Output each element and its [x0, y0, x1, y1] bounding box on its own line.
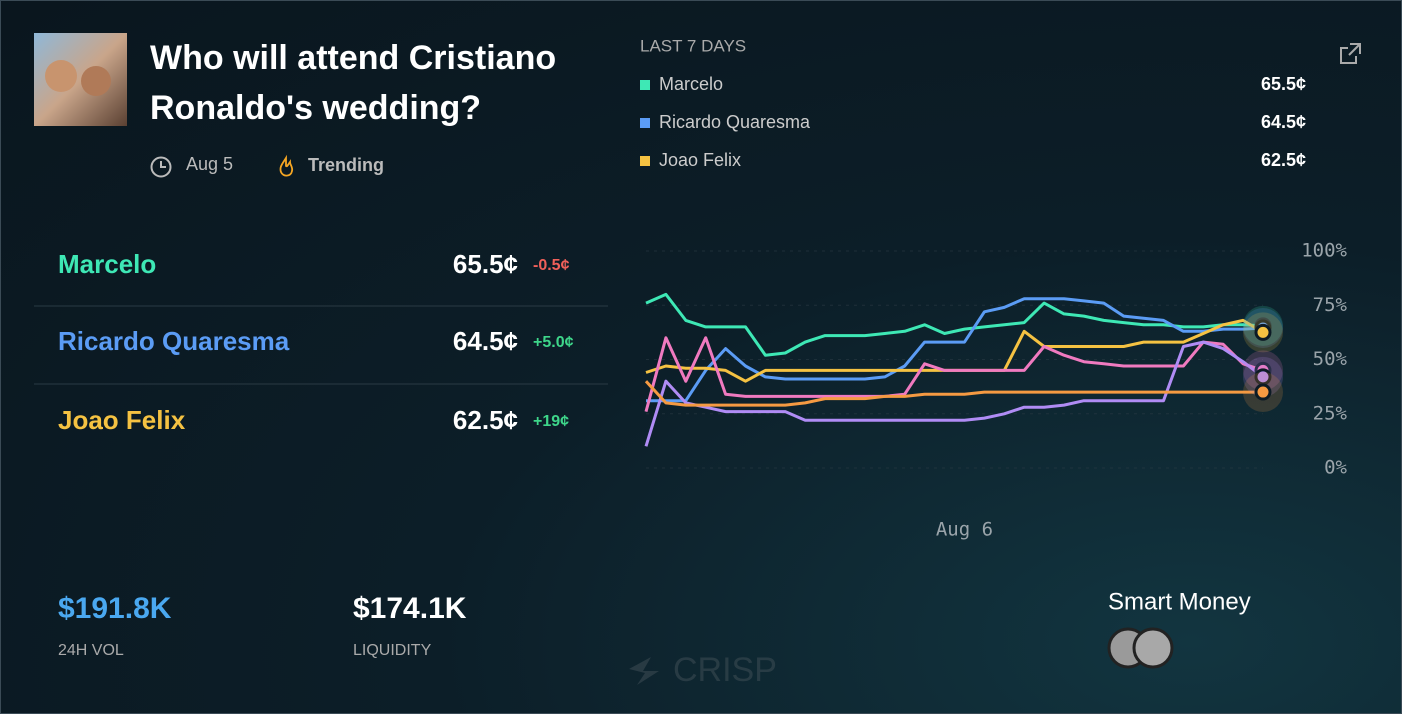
outcome-price: 65.5¢ — [453, 249, 518, 279]
legend-price: 64.5¢ — [1261, 112, 1306, 132]
image-detail — [45, 60, 77, 92]
outcome-name: Marcelo — [58, 249, 156, 279]
image-detail — [81, 66, 111, 96]
y-tick-label: 0% — [1324, 457, 1347, 479]
trending-icon — [279, 154, 294, 177]
stat-label: 24H VOL — [58, 642, 124, 659]
y-tick-label: 75% — [1313, 294, 1348, 316]
legend-swatch — [640, 80, 650, 90]
end-point — [1254, 383, 1272, 401]
watermark-logo — [629, 657, 659, 685]
y-tick-label: 100% — [1301, 240, 1347, 262]
legend-price: 65.5¢ — [1261, 74, 1306, 94]
series-line — [646, 297, 1264, 403]
legend-name: Joao Felix — [659, 150, 741, 170]
outcome-change: +19¢ — [533, 413, 569, 430]
series-line — [644, 380, 1263, 407]
clock-hands — [160, 161, 166, 168]
outcome-change: -0.5¢ — [533, 257, 570, 274]
avatar[interactable] — [1132, 627, 1174, 669]
y-tick-label: 25% — [1313, 402, 1348, 424]
legend: Marcelo 65.5¢ Ricardo Quaresma 64.5¢ Joao Fe… — [640, 74, 1306, 170]
outcome-change: +5.0¢ — [533, 334, 574, 351]
end-point — [1254, 323, 1272, 341]
legend-price: 62.5¢ — [1261, 150, 1306, 170]
legend-name: Marcelo — [659, 74, 723, 94]
clock-icon — [150, 156, 172, 178]
series-line — [645, 318, 1264, 383]
legend-title: LAST 7 DAYS — [640, 36, 746, 55]
external-link[interactable] — [1340, 43, 1361, 64]
series-line — [645, 292, 1264, 357]
y-tick-label: 50% — [1313, 348, 1348, 370]
series-line — [644, 336, 1264, 412]
series-line — [644, 340, 1264, 447]
outcome-name: Ricardo Quaresma — [58, 326, 290, 356]
stat-value: $191.8K — [58, 592, 172, 625]
chart: 0% 25% 50% 75% 100% Aug 6 — [644, 240, 1348, 541]
watermark: CRISP — [673, 651, 777, 689]
legend-swatch — [640, 156, 650, 166]
outcome-price: 62.5¢ — [453, 405, 518, 435]
outcome-list: Marcelo 65.5¢ -0.5¢ Ricardo Quaresma 64.5¢ +5… — [58, 249, 574, 435]
legend-name: Ricardo Quaresma — [659, 112, 811, 132]
market-date: Aug 5 — [186, 154, 233, 174]
stat-label: LIQUIDITY — [353, 642, 432, 659]
market-tag: Trending — [308, 155, 384, 175]
x-tick-label: Aug 6 — [936, 519, 993, 541]
outcome-name: Joao Felix — [58, 405, 186, 435]
smart-money-label: Smart Money — [1108, 588, 1251, 615]
stat-value: $174.1K — [353, 592, 467, 625]
legend-swatch — [640, 118, 650, 128]
market-title: Who will attend Cristiano Ronaldo's wedd… — [150, 39, 557, 127]
outcome-price: 64.5¢ — [453, 326, 518, 356]
